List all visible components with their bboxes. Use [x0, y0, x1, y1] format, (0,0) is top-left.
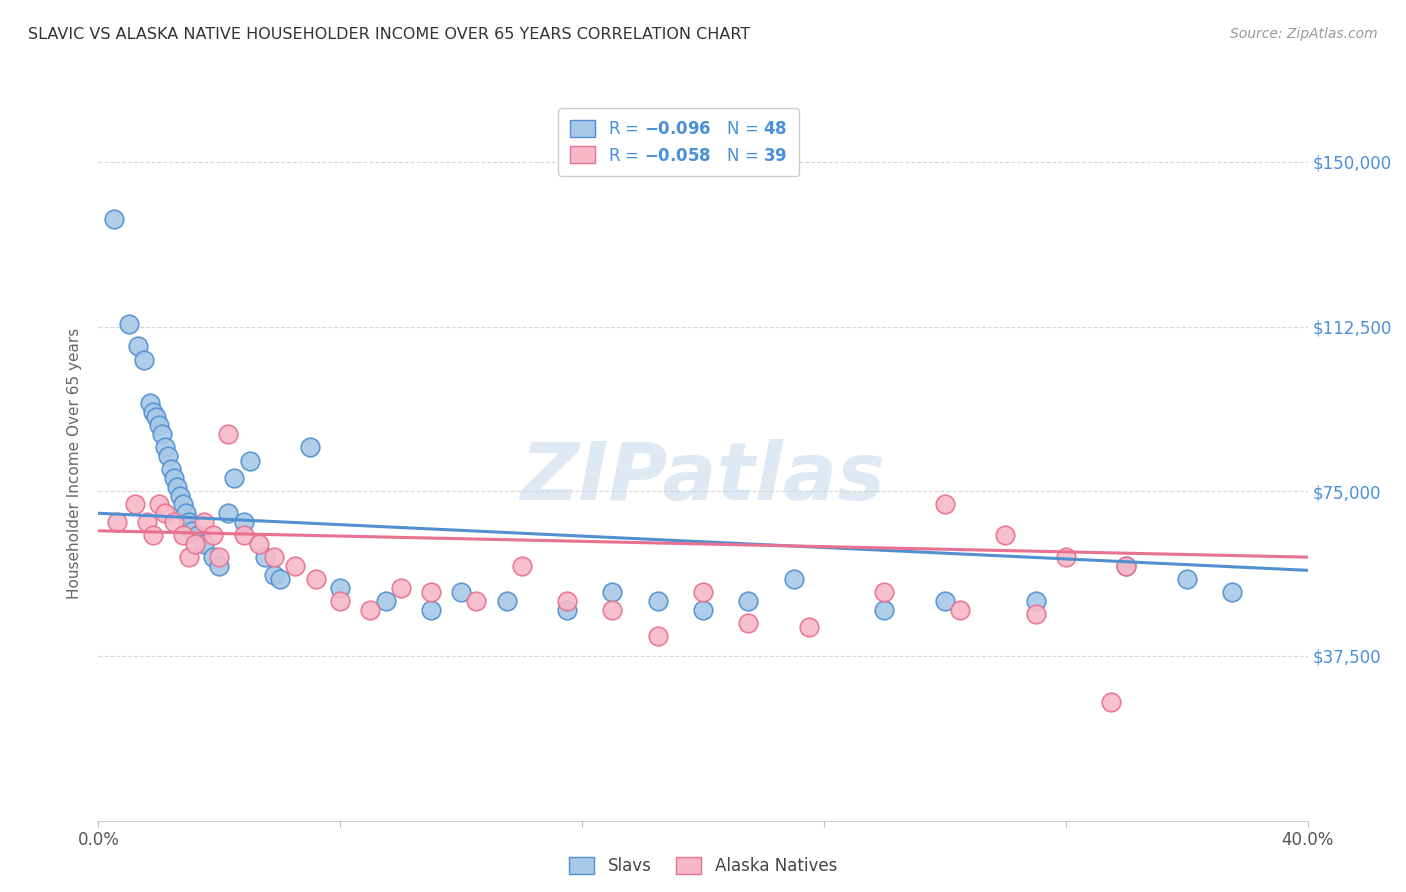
Point: [153, 441, 176, 455]
Y-axis label: Householder Income Over 65 years: Householder Income Over 65 years: [67, 328, 83, 599]
Point: [1024, 594, 1046, 608]
Point: [450, 585, 472, 599]
Point: [247, 537, 270, 551]
Point: [949, 603, 972, 617]
Point: [139, 396, 162, 410]
Point: [105, 515, 128, 529]
Point: [873, 585, 896, 599]
Point: [994, 528, 1017, 542]
Point: [797, 620, 820, 634]
Point: [208, 558, 231, 573]
Point: [103, 212, 125, 227]
Point: [163, 471, 186, 485]
Point: [647, 629, 669, 643]
Point: [193, 515, 215, 529]
Point: [124, 498, 146, 512]
Point: [263, 550, 285, 565]
Point: [374, 594, 396, 608]
Point: [127, 339, 149, 353]
Point: [181, 524, 204, 538]
Point: [1220, 585, 1243, 599]
Point: [224, 471, 246, 485]
Point: [202, 550, 225, 565]
Point: [465, 594, 488, 608]
Point: [208, 550, 231, 565]
Point: [510, 558, 533, 573]
Point: [135, 515, 157, 529]
Point: [1115, 558, 1137, 573]
Point: [217, 427, 239, 442]
Point: [153, 506, 176, 520]
Point: [1024, 607, 1046, 622]
Point: [555, 594, 578, 608]
Point: [202, 528, 225, 542]
Point: [253, 550, 276, 565]
Point: [172, 498, 194, 512]
Point: [239, 453, 262, 467]
Point: [329, 581, 352, 595]
Point: [148, 498, 170, 512]
Point: [873, 603, 896, 617]
Point: [737, 594, 759, 608]
Legend: Slavs, Alaska Natives: Slavs, Alaska Natives: [561, 849, 845, 884]
Point: [232, 515, 254, 529]
Text: ZIPatlas: ZIPatlas: [520, 439, 886, 517]
Point: [692, 603, 714, 617]
Point: [495, 594, 517, 608]
Point: [166, 480, 188, 494]
Point: [148, 418, 170, 433]
Point: [284, 558, 307, 573]
Point: [783, 572, 806, 586]
Point: [179, 550, 201, 565]
Point: [389, 581, 412, 595]
Point: [156, 449, 179, 463]
Point: [299, 441, 322, 455]
Point: [305, 572, 328, 586]
Point: [232, 528, 254, 542]
Point: [602, 585, 624, 599]
Point: [269, 572, 291, 586]
Point: [1054, 550, 1077, 565]
Point: [184, 537, 207, 551]
Point: [1099, 695, 1122, 709]
Point: [150, 427, 173, 442]
Point: [142, 528, 165, 542]
Point: [169, 489, 191, 503]
Point: [145, 409, 167, 424]
Text: SLAVIC VS ALASKA NATIVE HOUSEHOLDER INCOME OVER 65 YEARS CORRELATION CHART: SLAVIC VS ALASKA NATIVE HOUSEHOLDER INCO…: [28, 27, 751, 42]
Point: [174, 506, 197, 520]
Point: [934, 594, 956, 608]
Point: [172, 528, 194, 542]
Point: [187, 528, 209, 542]
Point: [647, 594, 669, 608]
Point: [329, 594, 352, 608]
Point: [692, 585, 714, 599]
Point: [217, 506, 239, 520]
Point: [193, 537, 215, 551]
Point: [132, 352, 155, 367]
Text: Source: ZipAtlas.com: Source: ZipAtlas.com: [1230, 27, 1378, 41]
Point: [1175, 572, 1198, 586]
Point: [160, 462, 183, 476]
Point: [737, 615, 759, 630]
Point: [1115, 558, 1137, 573]
Point: [555, 603, 578, 617]
Point: [179, 515, 201, 529]
Point: [420, 603, 443, 617]
Point: [163, 515, 186, 529]
Point: [360, 603, 382, 617]
Point: [263, 567, 285, 582]
Point: [934, 498, 956, 512]
Point: [602, 603, 624, 617]
Point: [420, 585, 443, 599]
Point: [142, 405, 165, 419]
Point: [118, 318, 141, 332]
